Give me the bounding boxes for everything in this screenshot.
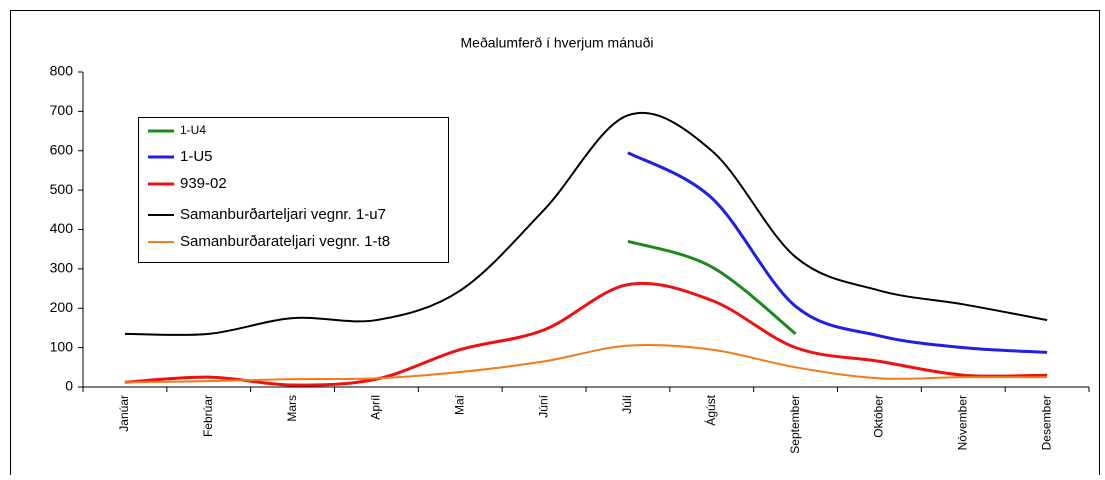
legend-label: 1-U4 [180, 123, 206, 137]
x-tick-label: Janúar [117, 395, 131, 432]
x-tick-label: Október [872, 395, 886, 438]
series-line [124, 111, 1048, 337]
x-tick-label: Ágúst [703, 394, 718, 425]
y-tick-label: 300 [50, 260, 74, 276]
legend-box [138, 117, 449, 263]
legend-label: 939-02 [180, 175, 227, 192]
y-tick-label: 600 [50, 141, 74, 157]
chart-title: Meðalumferð í hverjum mánuði [461, 35, 654, 51]
x-tick-label: Júní [536, 394, 550, 417]
series-line [627, 151, 1048, 354]
x-tick-label: September [788, 395, 802, 454]
y-tick-label: 100 [50, 338, 74, 354]
series-line [627, 239, 797, 336]
y-tick-label: 800 [50, 63, 74, 79]
x-tick-label: Júlí [620, 394, 634, 413]
x-tick-label: Maí [452, 394, 466, 415]
x-tick-label: Desember [1039, 395, 1053, 450]
x-tick-label: Mars [285, 395, 299, 422]
series-line [124, 343, 1048, 384]
legend-label: 1-U5 [180, 148, 213, 165]
y-tick-label: 700 [50, 102, 74, 118]
legend-label: Samanburðarteljari vegnr. 1-u7 [180, 206, 386, 223]
y-tick-label: 400 [50, 220, 74, 236]
y-tick-label: 500 [50, 181, 74, 197]
x-tick-label: Nóvember [955, 395, 969, 450]
x-tick-label: Apríl [369, 395, 383, 420]
series-line [124, 281, 1048, 387]
y-tick-label: 0 [65, 378, 73, 394]
legend-label: Samanburðarateljari vegnr. 1-t8 [180, 233, 390, 250]
x-tick-label: Febrúar [201, 395, 215, 437]
y-tick-label: 200 [50, 299, 74, 315]
